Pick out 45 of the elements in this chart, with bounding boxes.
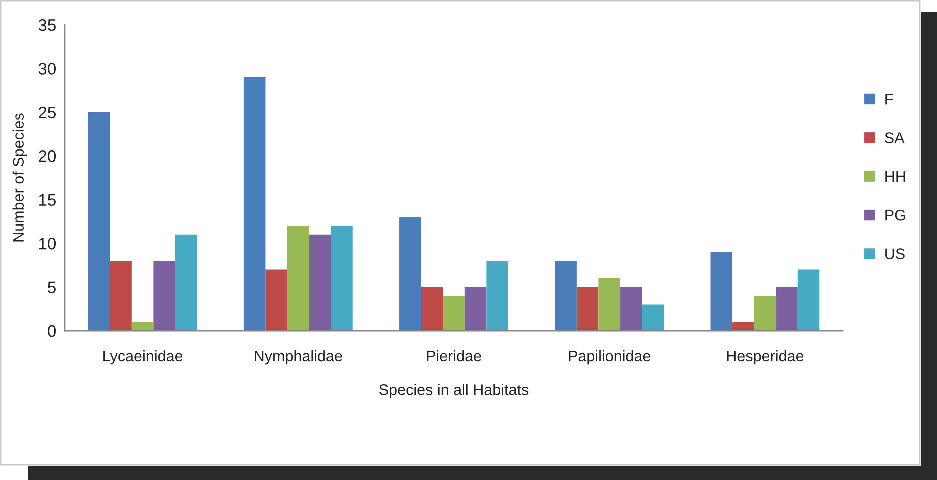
bar bbox=[776, 287, 798, 331]
bar bbox=[266, 270, 288, 331]
x-tick-label: Lycaeinidae bbox=[104, 350, 183, 365]
x-tick-label: Papilionidae bbox=[569, 350, 651, 365]
legend-label: F bbox=[886, 94, 894, 105]
y-tick-label: 35 bbox=[38, 19, 56, 32]
legend-label: HH bbox=[886, 171, 906, 182]
bar bbox=[642, 304, 664, 331]
y-tick-label: 15 bbox=[39, 194, 56, 206]
bar bbox=[421, 287, 444, 331]
y-axis-title: Number of Species bbox=[12, 114, 28, 242]
bar bbox=[732, 322, 754, 331]
bar bbox=[288, 226, 310, 331]
bar bbox=[710, 252, 733, 331]
bar bbox=[464, 287, 487, 331]
bar bbox=[244, 77, 266, 331]
bar bbox=[132, 322, 154, 331]
x-tick-label: Pieridae bbox=[427, 350, 482, 362]
bar bbox=[175, 234, 198, 331]
bar bbox=[88, 112, 110, 331]
y-tick-label: 30 bbox=[38, 63, 56, 75]
y-tick-label: 5 bbox=[48, 282, 56, 294]
bar bbox=[486, 261, 508, 331]
y-tick-label: 25 bbox=[38, 106, 56, 119]
bar bbox=[154, 261, 176, 331]
y-tick-label: 10 bbox=[39, 238, 56, 250]
bar bbox=[110, 261, 132, 331]
bar bbox=[576, 287, 599, 331]
bar bbox=[443, 296, 465, 331]
legend-label: PG bbox=[886, 210, 906, 221]
bar bbox=[798, 270, 820, 331]
bar bbox=[754, 296, 776, 331]
bar bbox=[598, 278, 620, 331]
x-tick-label: Nymphalidae bbox=[255, 350, 342, 365]
bar bbox=[555, 261, 577, 331]
y-tick-label: 20 bbox=[38, 150, 56, 162]
bar bbox=[400, 217, 422, 331]
legend-label: US bbox=[886, 248, 905, 260]
legend-label: SA bbox=[885, 132, 905, 144]
bar bbox=[331, 226, 353, 331]
bar bbox=[309, 234, 332, 331]
y-tick-label: 0 bbox=[48, 325, 56, 338]
x-axis-title: Species in all Habitats bbox=[380, 384, 529, 398]
bar bbox=[620, 287, 642, 331]
x-tick-label: Hesperidae bbox=[727, 350, 804, 365]
